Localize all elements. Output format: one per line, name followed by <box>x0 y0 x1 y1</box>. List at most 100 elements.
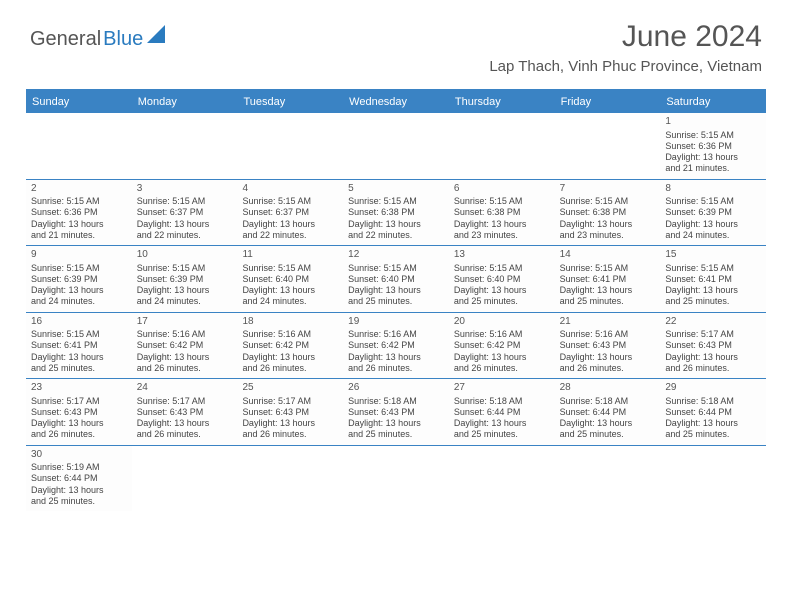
day-number: 1 <box>665 116 761 129</box>
day-sunrise: Sunrise: 5:15 AM <box>137 263 233 274</box>
day-d1: Daylight: 13 hours <box>31 418 127 429</box>
day-sunrise: Sunrise: 5:15 AM <box>665 196 761 207</box>
day-number: 28 <box>560 382 656 395</box>
day-d2: and 26 minutes. <box>31 429 127 440</box>
day-sunrise: Sunrise: 5:15 AM <box>348 263 444 274</box>
day-cell: 23Sunrise: 5:17 AMSunset: 6:43 PMDayligh… <box>26 379 132 445</box>
calendar: SundayMondayTuesdayWednesdayThursdayFrid… <box>26 89 766 511</box>
day-d1: Daylight: 13 hours <box>348 285 444 296</box>
weekday-header: Sunday <box>26 91 132 113</box>
weekday-header: Thursday <box>449 91 555 113</box>
day-sunset: Sunset: 6:37 PM <box>242 207 338 218</box>
day-d2: and 24 minutes. <box>242 296 338 307</box>
weeks-container: 1Sunrise: 5:15 AMSunset: 6:36 PMDaylight… <box>26 113 766 511</box>
day-number: 6 <box>454 183 550 196</box>
day-sunset: Sunset: 6:42 PM <box>348 340 444 351</box>
day-sunset: Sunset: 6:43 PM <box>242 407 338 418</box>
day-number: 7 <box>560 183 656 196</box>
day-d2: and 22 minutes. <box>137 230 233 241</box>
day-cell-empty <box>449 446 555 512</box>
day-cell-empty <box>343 446 449 512</box>
week-row: 2 Sunrise: 5:15 AM Sunset: 6:36 PM Daylight… <box>26 180 766 247</box>
day-sunset: Sunset: 6:38 PM <box>560 207 656 218</box>
week-row: 1Sunrise: 5:15 AMSunset: 6:36 PMDaylight… <box>26 113 766 180</box>
day-cell: 5Sunrise: 5:15 AMSunset: 6:38 PMDaylight… <box>343 180 449 246</box>
week-row: 9Sunrise: 5:15 AMSunset: 6:39 PMDaylight… <box>26 246 766 313</box>
day-d1: Daylight: 13 hours <box>31 485 127 496</box>
day-sunrise: Sunrise: 5:15 AM <box>242 196 338 207</box>
day-sunrise: Sunrise: 5:19 AM <box>31 462 127 473</box>
day-sunrise: Sunrise: 5:15 AM <box>560 263 656 274</box>
week-row: 16Sunrise: 5:15 AMSunset: 6:41 PMDayligh… <box>26 313 766 380</box>
day-d1: Daylight: 13 hours <box>454 418 550 429</box>
day-d1: Daylight: 13 hours <box>454 352 550 363</box>
day-cell: 22Sunrise: 5:17 AMSunset: 6:43 PMDayligh… <box>660 313 766 379</box>
day-sunset: Sunset: 6:37 PM <box>137 207 233 218</box>
day-sunrise: Sunrise: 5:16 AM <box>137 329 233 340</box>
day-number: 8 <box>665 183 761 196</box>
day-d1: Daylight: 13 hours <box>242 352 338 363</box>
day-d1: Daylight: 13 hours <box>560 352 656 363</box>
day-d1: Daylight: 13 hours <box>137 219 233 230</box>
day-number: 29 <box>665 382 761 395</box>
day-sunset: Sunset: 6:40 PM <box>348 274 444 285</box>
day-sunrise: Sunrise: 5:18 AM <box>348 396 444 407</box>
day-number: 21 <box>560 316 656 329</box>
day-d2: and 23 minutes. <box>454 230 550 241</box>
day-number: 4 <box>242 183 338 196</box>
day-sunrise: Sunrise: 5:17 AM <box>242 396 338 407</box>
day-sunset: Sunset: 6:41 PM <box>560 274 656 285</box>
day-sunset: Sunset: 6:44 PM <box>31 473 127 484</box>
day-sunrise: Sunrise: 5:15 AM <box>665 130 761 141</box>
day-sunset: Sunset: 6:36 PM <box>31 207 127 218</box>
day-sunset: Sunset: 6:43 PM <box>665 340 761 351</box>
day-sunrise: Sunrise: 5:17 AM <box>665 329 761 340</box>
day-d2: and 26 minutes. <box>242 429 338 440</box>
day-cell: 27Sunrise: 5:18 AMSunset: 6:44 PMDayligh… <box>449 379 555 445</box>
day-sunset: Sunset: 6:41 PM <box>665 274 761 285</box>
day-sunrise: Sunrise: 5:15 AM <box>665 263 761 274</box>
day-number: 27 <box>454 382 550 395</box>
day-number: 16 <box>31 316 127 329</box>
day-sunrise: Sunrise: 5:16 AM <box>348 329 444 340</box>
day-number: 5 <box>348 183 444 196</box>
day-cell: 1Sunrise: 5:15 AMSunset: 6:36 PMDaylight… <box>660 113 766 179</box>
day-sunrise: Sunrise: 5:18 AM <box>454 396 550 407</box>
day-sunrise: Sunrise: 5:16 AM <box>242 329 338 340</box>
day-cell: 6Sunrise: 5:15 AMSunset: 6:38 PMDaylight… <box>449 180 555 246</box>
day-d1: Daylight: 13 hours <box>665 352 761 363</box>
day-sunrise: Sunrise: 5:15 AM <box>454 196 550 207</box>
day-d2: and 26 minutes. <box>137 363 233 374</box>
day-sunset: Sunset: 6:43 PM <box>31 407 127 418</box>
day-number: 26 <box>348 382 444 395</box>
day-d2: and 24 minutes. <box>665 230 761 241</box>
day-number: 22 <box>665 316 761 329</box>
day-cell: 10Sunrise: 5:15 AMSunset: 6:39 PMDayligh… <box>132 246 238 312</box>
day-d2: and 26 minutes. <box>242 363 338 374</box>
day-d1: Daylight: 13 hours <box>137 418 233 429</box>
day-number: 12 <box>348 249 444 262</box>
day-d1: Daylight: 13 hours <box>560 285 656 296</box>
day-number: 2 <box>31 183 127 196</box>
day-d1: Daylight: 13 hours <box>560 418 656 429</box>
title-block: June 2024 Lap Thach, Vinh Phuc Province,… <box>489 20 762 75</box>
day-sunset: Sunset: 6:40 PM <box>242 274 338 285</box>
day-cell-empty <box>555 113 661 179</box>
day-d1: Daylight: 13 hours <box>348 219 444 230</box>
day-sunrise: Sunrise: 5:15 AM <box>31 263 127 274</box>
day-cell: 9Sunrise: 5:15 AMSunset: 6:39 PMDaylight… <box>26 246 132 312</box>
day-sunrise: Sunrise: 5:15 AM <box>137 196 233 207</box>
day-d2: and 26 minutes. <box>137 429 233 440</box>
day-sunrise: Sunrise: 5:16 AM <box>454 329 550 340</box>
logo: General Blue <box>30 20 165 51</box>
day-number: 15 <box>665 249 761 262</box>
week-row: 23Sunrise: 5:17 AMSunset: 6:43 PMDayligh… <box>26 379 766 446</box>
day-d2: and 25 minutes. <box>31 496 127 507</box>
day-d2: and 26 minutes. <box>348 363 444 374</box>
day-d1: Daylight: 13 hours <box>31 285 127 296</box>
day-d2: and 25 minutes. <box>31 363 127 374</box>
day-cell-empty <box>132 113 238 179</box>
day-number: 11 <box>242 249 338 262</box>
day-cell-empty <box>237 113 343 179</box>
day-sunset: Sunset: 6:42 PM <box>242 340 338 351</box>
